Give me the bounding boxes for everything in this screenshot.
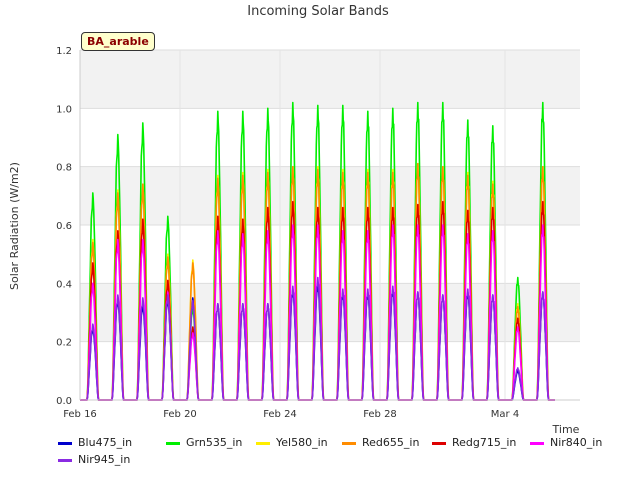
legend-swatch: [342, 441, 356, 445]
legend-swatch: [166, 441, 180, 445]
chart-title: Incoming Solar Bands: [247, 4, 389, 19]
y-tick-label: 0.4: [56, 279, 72, 290]
y-band: [80, 166, 580, 225]
legend-item-blu475-in: Blu475_in: [58, 436, 132, 449]
y-tick-label: 0.6: [56, 221, 72, 232]
x-tick-label: Feb 16: [63, 409, 97, 420]
x-axis-label: Time: [552, 423, 580, 436]
y-tick-label: 1.0: [56, 104, 72, 115]
site-badge: BA_arable: [81, 32, 155, 51]
legend-swatch: [256, 441, 270, 445]
legend-item-nir840-in: Nir840_in: [530, 436, 602, 449]
axes: 0.0 0.2 0.4 0.6 0.8 1.0 1.2 Feb 16 Feb 20 Feb 24 F…: [56, 46, 580, 420]
series-layer: [80, 101, 555, 401]
legend-item-red655-in: Red655_in: [342, 436, 419, 449]
y-tick-label: 0.0: [56, 396, 72, 407]
x-tick-label: Feb 24: [263, 409, 297, 420]
legend-swatch: [58, 458, 72, 462]
series-line-nir945-in: [80, 276, 555, 401]
y-tick-label: 0.2: [56, 338, 72, 349]
y-tick-label: 0.8: [56, 163, 72, 174]
legend-item-nir945-in: Nir945_in: [58, 453, 130, 466]
y-band: [80, 50, 580, 109]
legend-item-grn535-in: Grn535_in: [166, 436, 242, 449]
legend-item-yel580-in: Yel580_in: [256, 436, 328, 449]
x-tick-label: Feb 20: [163, 409, 197, 420]
legend-label: Blu475_in: [78, 436, 133, 449]
legend-item-redg715-in: Redg715_in: [432, 436, 516, 449]
legend-label: Nir945_in: [78, 453, 131, 466]
x-tick-label: Mar 4: [491, 409, 519, 420]
y-tick-label: 1.2: [56, 46, 72, 57]
legend-label: Nir840_in: [550, 436, 603, 449]
legend-label: Redg715_in: [452, 436, 517, 449]
x-tick-label: Feb 28: [363, 409, 397, 420]
legend-swatch: [530, 441, 544, 445]
y-axis-label: Solar Radiation (W/m2): [8, 162, 21, 290]
legend-swatch: [58, 441, 72, 445]
legend-label: Red655_in: [362, 436, 420, 449]
legend-label: Yel580_in: [276, 436, 328, 449]
legend-swatch: [432, 441, 446, 445]
legend-label: Grn535_in: [186, 436, 243, 449]
